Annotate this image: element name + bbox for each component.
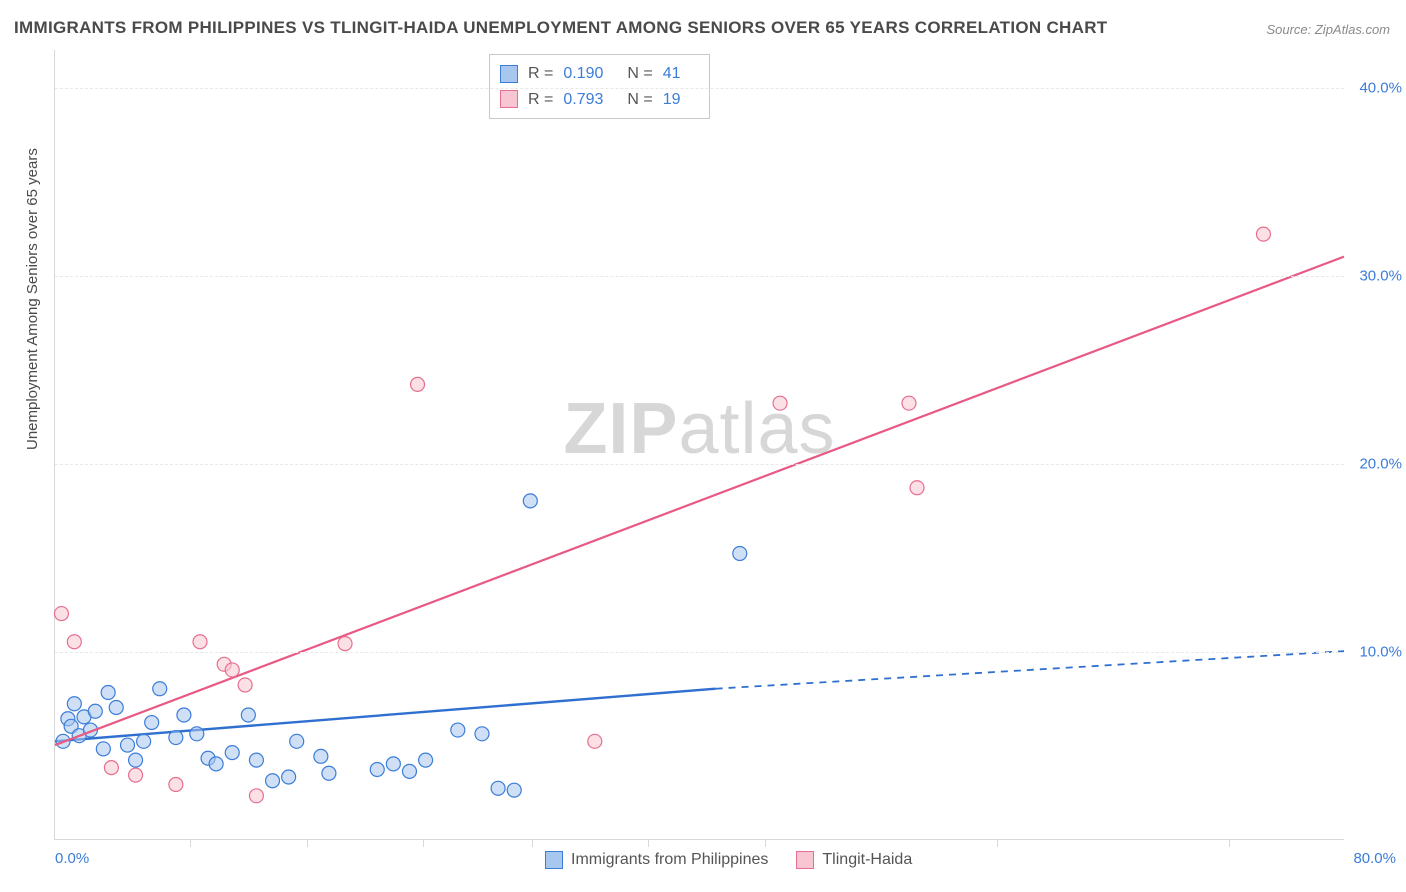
legend-item-2: Tlingit-Haida	[796, 851, 912, 869]
y-tick-label: 20.0%	[1359, 455, 1402, 472]
y-tick-label: 10.0%	[1359, 643, 1402, 660]
y-tick-label: 40.0%	[1359, 79, 1402, 96]
y-axis-label: Unemployment Among Seniors over 65 years	[24, 148, 41, 450]
stat-n-value: 19	[663, 87, 681, 113]
x-tick	[307, 839, 308, 847]
stat-r-value: 0.190	[563, 61, 603, 87]
legend-item-1: Immigrants from Philippines	[545, 851, 768, 869]
plot-svg	[55, 50, 1344, 839]
gridline	[55, 88, 1344, 89]
x-tick	[423, 839, 424, 847]
stat-n-label: N =	[627, 87, 652, 113]
legend-label-2: Tlingit-Haida	[822, 851, 912, 869]
series-legend: Immigrants from Philippines Tlingit-Haid…	[545, 851, 912, 869]
gridline	[55, 464, 1344, 465]
x-tick-min: 0.0%	[55, 850, 89, 867]
gridline	[55, 652, 1344, 653]
x-tick	[997, 839, 998, 847]
x-tick	[648, 839, 649, 847]
stats-legend: R = 0.190 N = 41 R = 0.793 N = 19	[489, 54, 710, 119]
y-tick-label: 30.0%	[1359, 267, 1402, 284]
swatch-series-1	[500, 65, 518, 83]
source-credit: Source: ZipAtlas.com	[1266, 22, 1390, 37]
stats-row-series-1: R = 0.190 N = 41	[500, 61, 695, 87]
plot-area: ZIPatlas R = 0.190 N = 41 R = 0.793 N = …	[54, 50, 1344, 840]
legend-swatch-2	[796, 851, 814, 869]
x-tick-max: 80.0%	[1353, 850, 1396, 867]
gridline	[55, 276, 1344, 277]
stat-r-value: 0.793	[563, 87, 603, 113]
swatch-series-2	[500, 90, 518, 108]
stat-n-label: N =	[627, 61, 652, 87]
legend-swatch-1	[545, 851, 563, 869]
stat-r-label: R =	[528, 61, 553, 87]
x-tick	[1229, 839, 1230, 847]
stat-n-value: 41	[663, 61, 681, 87]
x-tick	[190, 839, 191, 847]
legend-label-1: Immigrants from Philippines	[571, 851, 768, 869]
x-tick	[765, 839, 766, 847]
chart-title: IMMIGRANTS FROM PHILIPPINES VS TLINGIT-H…	[14, 18, 1107, 38]
stats-row-series-2: R = 0.793 N = 19	[500, 87, 695, 113]
x-tick	[532, 839, 533, 847]
stat-r-label: R =	[528, 87, 553, 113]
